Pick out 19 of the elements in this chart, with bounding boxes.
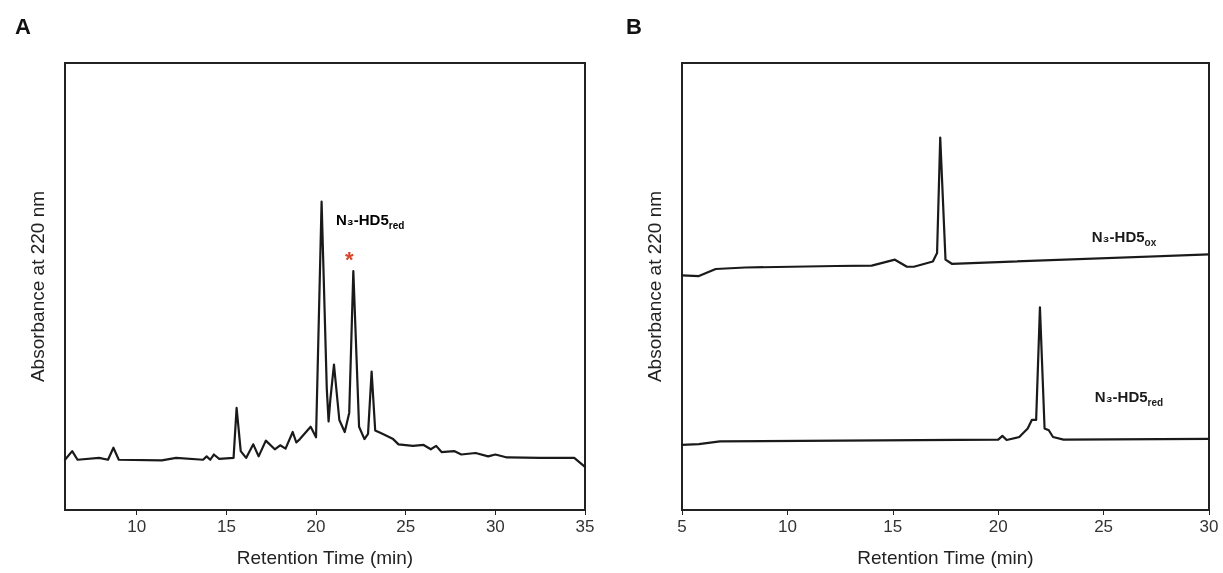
y-axis-title: Absorbance at 220 nm — [27, 190, 48, 383]
x-axis-title: Retention Time (min) — [236, 547, 414, 568]
x-tick-label: 5 — [677, 517, 687, 536]
y-axis-title: Absorbance at 220 nm — [644, 190, 665, 383]
x-tick-label: 25 — [396, 517, 416, 536]
chart-title: A — [15, 13, 31, 39]
chart-title: B — [626, 13, 642, 39]
x-tick-label: 15 — [216, 517, 236, 536]
x-tick-label: 20 — [988, 517, 1008, 536]
annotation: * — [345, 246, 354, 272]
x-tick-label: 25 — [1094, 517, 1114, 536]
x-axis-title: Retention Time (min) — [857, 547, 1034, 568]
x-tick-label: 30 — [1199, 517, 1219, 536]
x-tick-label: 10 — [777, 517, 797, 536]
x-tick-label: 15 — [883, 517, 903, 536]
x-tick-label: 20 — [306, 517, 326, 536]
x-tick-label: 35 — [575, 517, 595, 536]
x-tick-label: 30 — [485, 517, 505, 536]
x-tick-label: 10 — [127, 517, 147, 536]
